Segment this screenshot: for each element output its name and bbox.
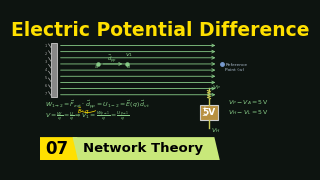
- Text: $\vec{E}\cdot q$: $\vec{E}\cdot q$: [77, 106, 90, 117]
- Text: 5V: 5V: [202, 108, 216, 117]
- Text: $V = \frac{W}{q} = \frac{U}{q} \Rightarrow V_1 = \frac{W_{p\rightarrow1}}{q} = \: $V = \frac{W}{q} = \frac{U}{q} \Rightarr…: [45, 109, 130, 123]
- Text: 1: 1: [45, 44, 47, 48]
- Text: 7: 7: [45, 92, 47, 96]
- Text: $V_P - V_A = 5\,\mathrm{V}$: $V_P - V_A = 5\,\mathrm{V}$: [228, 98, 268, 107]
- Text: Reference
Point (∞): Reference Point (∞): [225, 63, 247, 72]
- Text: $v_1$: $v_1$: [125, 51, 133, 59]
- Text: −: −: [201, 113, 207, 119]
- Text: 6: 6: [45, 84, 47, 88]
- Text: +: +: [201, 106, 207, 112]
- Polygon shape: [73, 137, 220, 160]
- Polygon shape: [51, 43, 57, 97]
- Text: 5: 5: [45, 76, 47, 80]
- Text: Electric Potential Difference: Electric Potential Difference: [11, 21, 309, 40]
- Polygon shape: [40, 137, 83, 160]
- Text: $W_{1\rightarrow2} = \vec{F}_{ext}\cdot\vec{d}_{pp} = U_{1-2} = \vec{E}(q)\,\vec: $W_{1\rightarrow2} = \vec{F}_{ext}\cdot\…: [45, 98, 151, 111]
- Text: $V_H - V_L = 5\,\mathrm{V}$: $V_H - V_L = 5\,\mathrm{V}$: [228, 108, 269, 117]
- Bar: [200, 105, 218, 120]
- Text: 4: 4: [45, 68, 47, 72]
- Text: Network Theory: Network Theory: [83, 142, 203, 155]
- Text: 07: 07: [45, 140, 68, 158]
- Text: $\vec{d}_{pp}$: $\vec{d}_{pp}$: [107, 54, 117, 66]
- Text: $V_H$: $V_H$: [211, 126, 221, 135]
- Text: 2: 2: [45, 52, 47, 56]
- Text: b: b: [127, 64, 130, 69]
- Text: $V_P$: $V_P$: [212, 83, 221, 92]
- Text: a: a: [95, 64, 98, 69]
- Text: 3: 3: [45, 60, 47, 64]
